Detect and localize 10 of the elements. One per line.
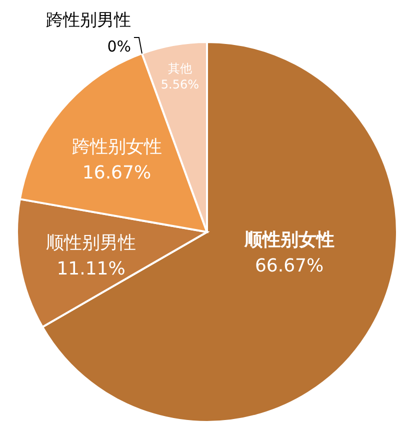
slice-label: 跨性别女性: [72, 136, 162, 158]
data-label: 11.11%: [56, 258, 126, 280]
data-label: 5.56%: [160, 78, 199, 92]
slice-label: 顺性别男性: [46, 232, 136, 254]
data-label: 16.67%: [82, 162, 152, 184]
slice-label: 其他: [168, 62, 192, 76]
slice-label: 顺性别女性: [243, 229, 334, 250]
data-label: 66.67%: [254, 255, 324, 276]
text: 0%: [107, 37, 131, 56]
category-label: 跨性别男性: [46, 10, 131, 30]
